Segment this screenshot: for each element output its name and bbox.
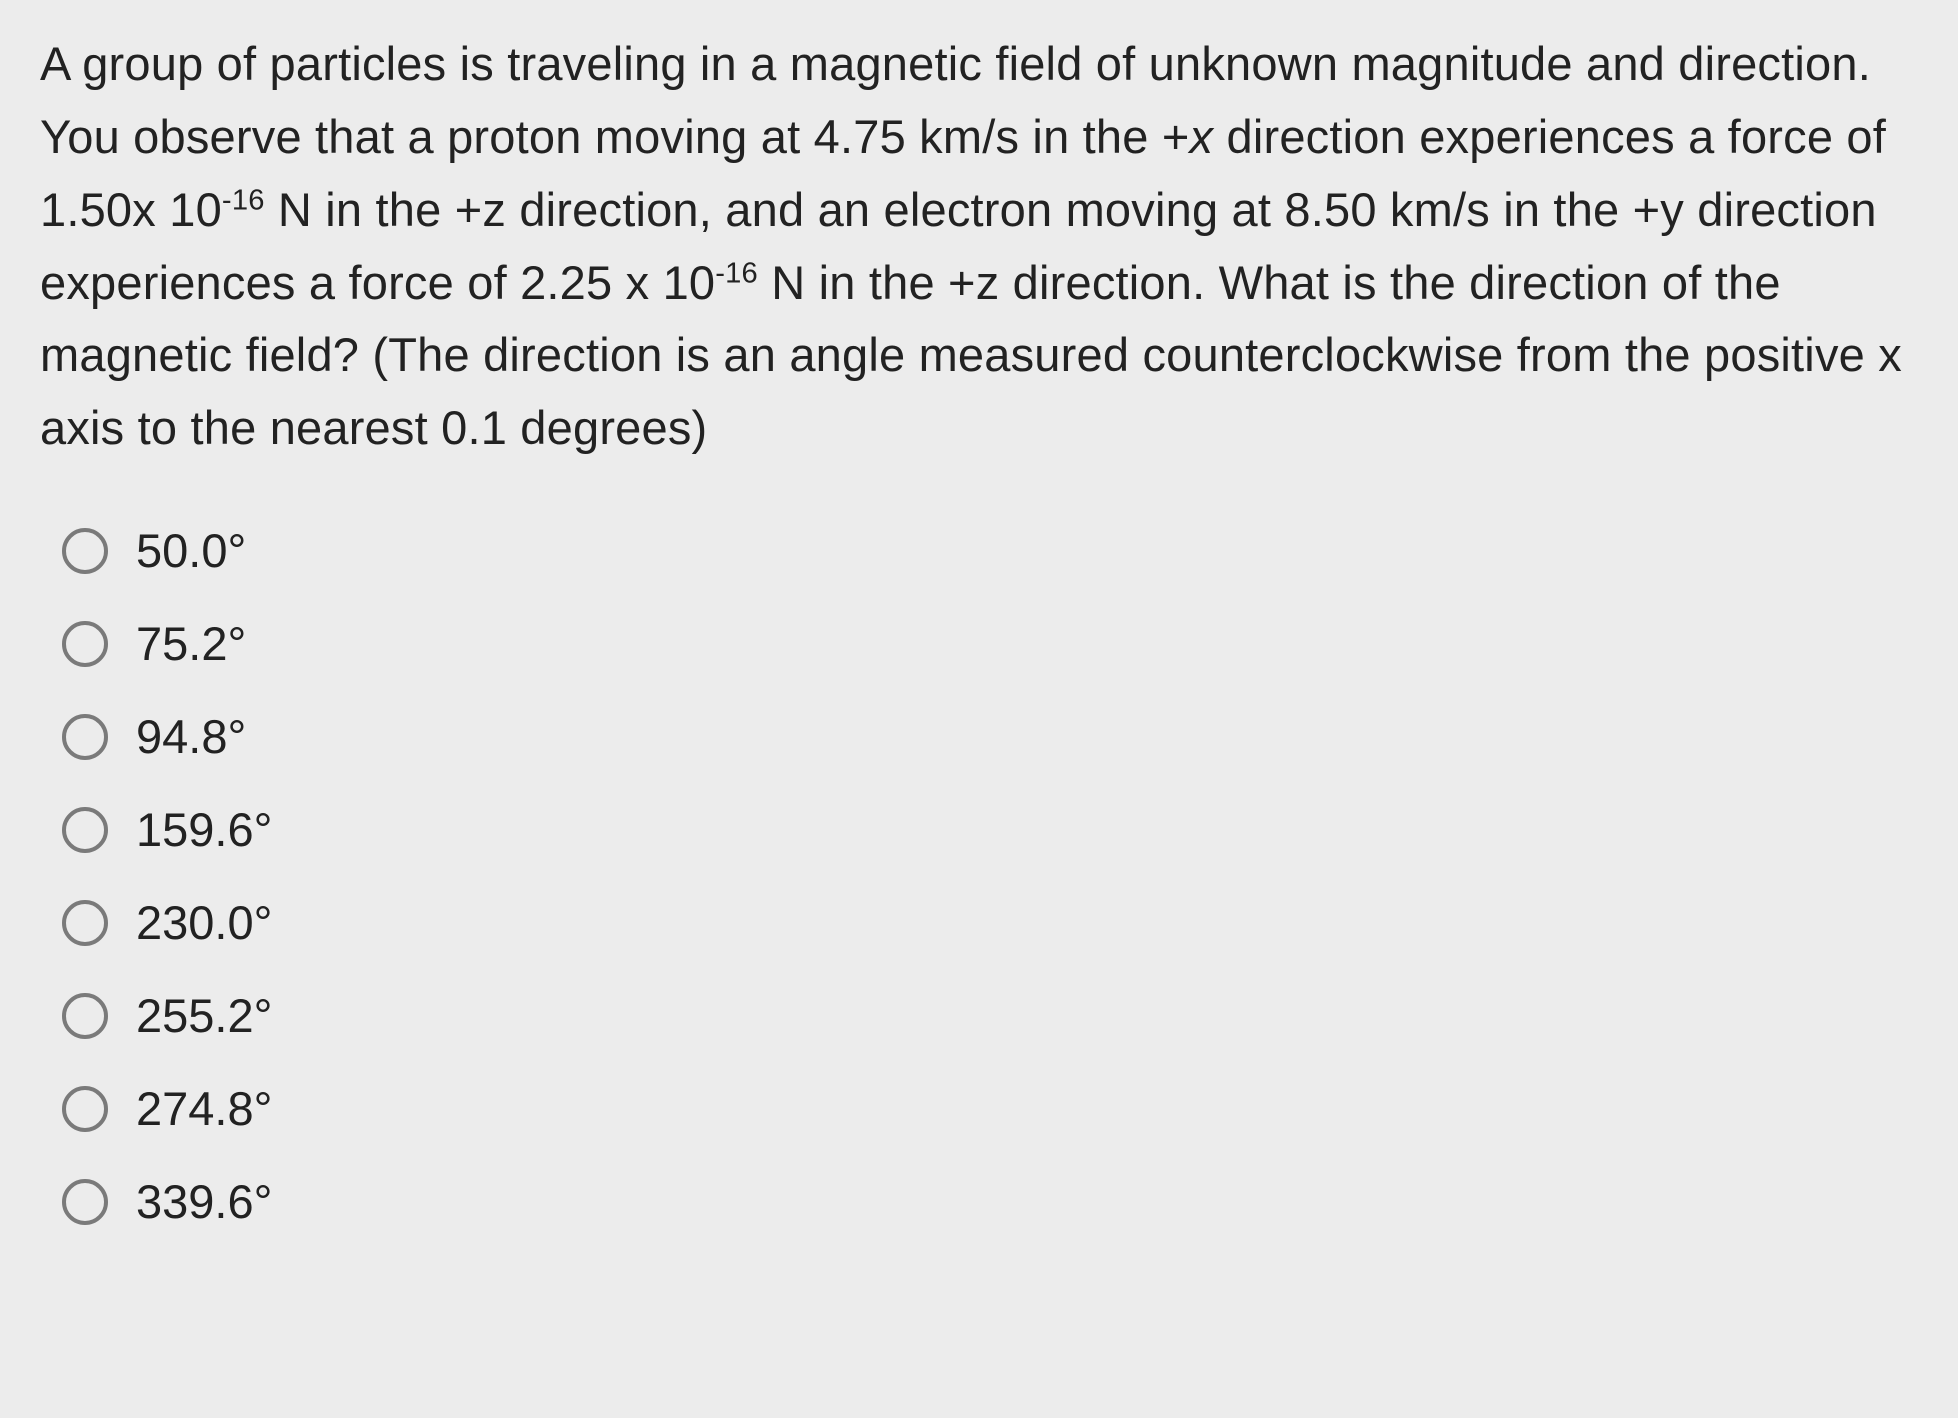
- option-row-0[interactable]: 50.0°: [62, 523, 1918, 578]
- radio-icon[interactable]: [62, 1179, 108, 1225]
- radio-icon[interactable]: [62, 1086, 108, 1132]
- option-label: 255.2°: [136, 988, 272, 1043]
- option-label: 75.2°: [136, 616, 246, 671]
- option-label: 230.0°: [136, 895, 272, 950]
- option-label: 274.8°: [136, 1081, 272, 1136]
- radio-icon[interactable]: [62, 900, 108, 946]
- option-label: 339.6°: [136, 1174, 272, 1229]
- question-text: A group of particles is traveling in a m…: [40, 28, 1918, 465]
- option-label: 159.6°: [136, 802, 272, 857]
- radio-icon[interactable]: [62, 714, 108, 760]
- option-row-7[interactable]: 339.6°: [62, 1174, 1918, 1229]
- radio-icon[interactable]: [62, 528, 108, 574]
- question-page: A group of particles is traveling in a m…: [0, 0, 1958, 1307]
- option-row-5[interactable]: 255.2°: [62, 988, 1918, 1043]
- option-row-2[interactable]: 94.8°: [62, 709, 1918, 764]
- options-group: 50.0° 75.2° 94.8° 159.6° 230.0° 255.2° 274.8° 3…: [40, 523, 1918, 1229]
- option-row-1[interactable]: 75.2°: [62, 616, 1918, 671]
- option-row-6[interactable]: 274.8°: [62, 1081, 1918, 1136]
- option-label: 50.0°: [136, 523, 246, 578]
- option-row-3[interactable]: 159.6°: [62, 802, 1918, 857]
- radio-icon[interactable]: [62, 807, 108, 853]
- radio-icon[interactable]: [62, 621, 108, 667]
- option-row-4[interactable]: 230.0°: [62, 895, 1918, 950]
- option-label: 94.8°: [136, 709, 246, 764]
- radio-icon[interactable]: [62, 993, 108, 1039]
